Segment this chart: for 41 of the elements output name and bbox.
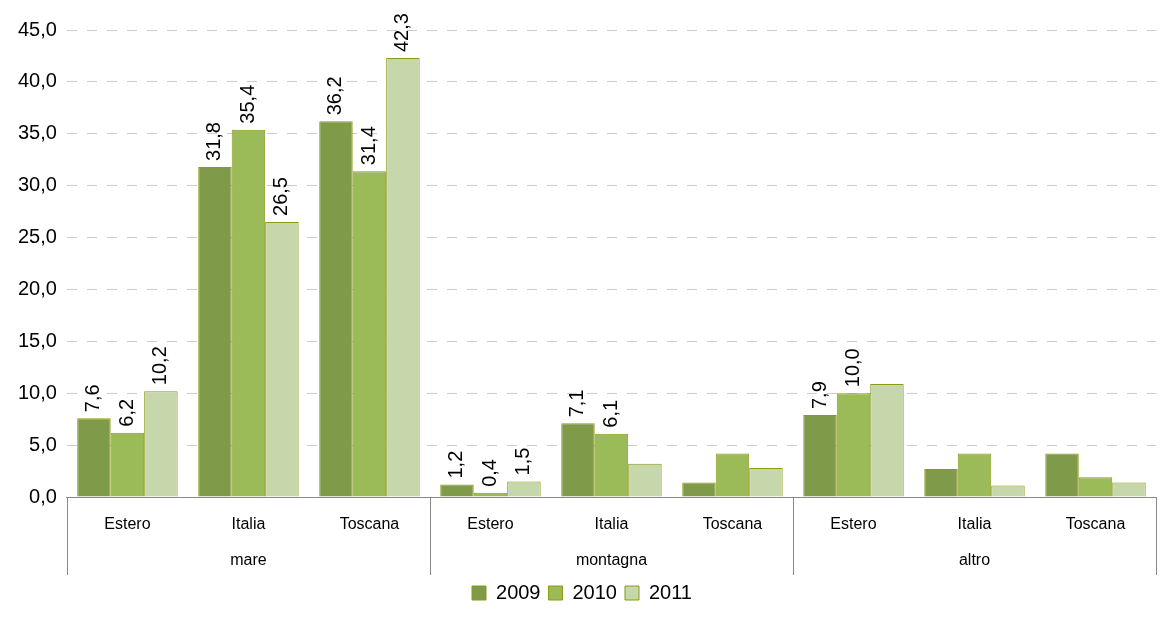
y-tick-label: 25,0 (17, 225, 57, 248)
x-tick-label: Italia (594, 515, 629, 533)
legend-label: 2009 (496, 580, 541, 603)
data-label: 1,2 (444, 450, 467, 479)
x-tick-label: Italia (957, 515, 992, 533)
data-label: 35,4 (235, 84, 258, 124)
x-tick-label: Estero (830, 515, 877, 533)
data-label: 10,2 (148, 346, 171, 386)
x-tick-label: Italia (231, 515, 266, 533)
legend-label: 2010 (572, 580, 617, 603)
y-tick-label: 0,0 (29, 484, 57, 507)
x-tick-label: Toscana (339, 515, 400, 533)
x-tick-label: Toscana (702, 515, 763, 533)
y-tick-label: 30,0 (17, 173, 57, 196)
data-label: 1,5 (511, 447, 534, 476)
y-tick-label: 15,0 (17, 328, 57, 351)
text: altro (958, 551, 991, 569)
data-label: 31,8 (202, 122, 225, 161)
data-label: 7,9 (807, 381, 830, 410)
data-label: 42,3 (390, 13, 413, 53)
y-tick-label: 20,0 (17, 276, 57, 299)
x-tick-label: Toscana (1065, 515, 1126, 533)
y-tick-label: 5,0 (29, 432, 57, 455)
text: montagna (575, 551, 648, 569)
data-label: 0,4 (477, 459, 500, 487)
x-tick-label: Estero (467, 515, 514, 533)
legend-label: 2011 (648, 580, 692, 603)
data-label: 36,2 (323, 76, 346, 116)
data-label: 7,6 (81, 384, 104, 413)
y-tick-label: 45,0 (17, 17, 57, 40)
x-tick-label: Estero (104, 515, 151, 533)
data-label: 26,5 (269, 177, 292, 216)
data-label: 6,2 (114, 398, 137, 427)
y-tick-label: 10,0 (17, 380, 57, 403)
data-label: 31,4 (356, 126, 379, 166)
y-tick-label: 35,0 (17, 121, 57, 144)
data-label: 10,0 (840, 348, 863, 388)
y-tick-label: 40,0 (17, 69, 57, 92)
data-label: 7,1 (565, 389, 588, 418)
data-label: 6,1 (598, 399, 621, 428)
text: mare (230, 551, 267, 569)
